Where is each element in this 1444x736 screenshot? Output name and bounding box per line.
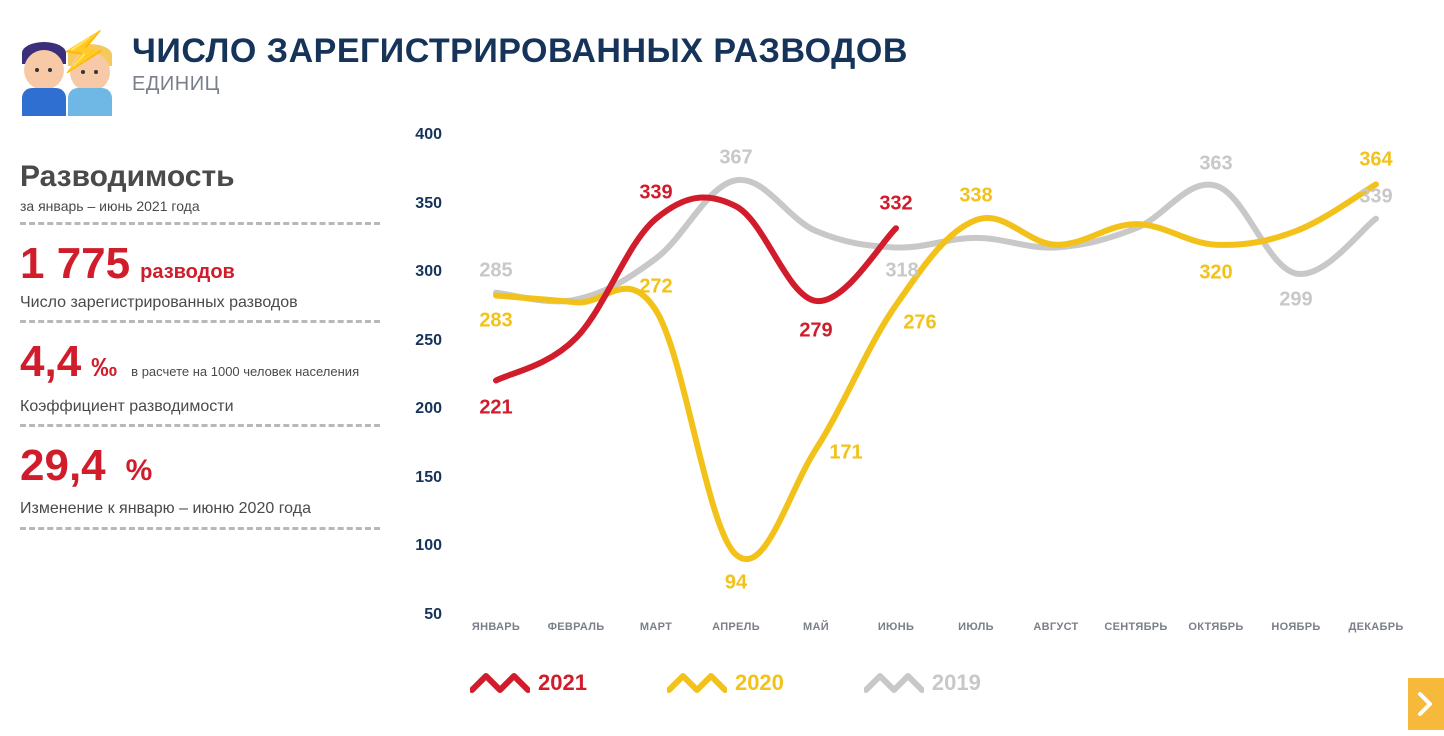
x-axis: ЯНВАРЬФЕВРАЛЬМАРТАПРЕЛЬМАЙИЮНЬИЮЛЬАВГУСТ… bbox=[456, 621, 1416, 633]
y-axis: 40035030025020015010050 bbox=[400, 135, 450, 655]
header: ⚡ ЧИСЛО ЗАРЕГИСТРИРОВАННЫХ РАЗВОДОВ ЕДИН… bbox=[20, 28, 908, 108]
y-tick-label: 250 bbox=[415, 332, 442, 350]
data-label: 318 bbox=[885, 260, 918, 283]
x-tick-label: НОЯБРЬ bbox=[1256, 621, 1336, 633]
series-line-2021 bbox=[496, 197, 896, 380]
data-label: 279 bbox=[799, 319, 832, 342]
x-tick-label: МАРТ bbox=[616, 621, 696, 633]
data-label: 339 bbox=[639, 181, 672, 204]
stat-rate-label: Коэффициент разводимости bbox=[20, 397, 380, 416]
x-tick-label: ДЕКАБРЬ bbox=[1336, 621, 1416, 633]
data-label: 338 bbox=[959, 185, 992, 208]
divider bbox=[20, 222, 380, 225]
data-label: 363 bbox=[1199, 152, 1232, 175]
x-tick-label: АВГУСТ bbox=[1016, 621, 1096, 633]
stat-divorces-desc: Число зарегистрированных разводов bbox=[20, 293, 380, 312]
sidebar-heading: Разводимость bbox=[20, 160, 380, 194]
x-tick-label: ИЮНЬ bbox=[856, 621, 936, 633]
data-label: 320 bbox=[1199, 261, 1232, 284]
data-label: 276 bbox=[903, 312, 936, 335]
stat-divorces-unit: разводов bbox=[140, 261, 235, 284]
chart-legend: 2021 2020 2019 bbox=[470, 670, 981, 696]
stat-rate-unit: ‰ bbox=[91, 352, 117, 383]
stat-rate-desc: в расчете на 1000 человек населения bbox=[131, 364, 359, 380]
data-label: 364 bbox=[1359, 149, 1392, 172]
data-label: 332 bbox=[879, 193, 912, 216]
divider bbox=[20, 424, 380, 427]
stat-change-value: 29,4 bbox=[20, 441, 106, 491]
page-subtitle: ЕДИНИЦ bbox=[132, 73, 908, 96]
data-label: 171 bbox=[829, 442, 862, 465]
y-tick-label: 300 bbox=[415, 263, 442, 281]
stat-rate-value: 4,4 bbox=[20, 337, 81, 387]
chart-plot: 285 367 318 363 299 339 283 272 94 171 276 338 320 36… bbox=[456, 135, 1416, 615]
legend-item-2019: 2019 bbox=[864, 670, 981, 696]
divorce-couple-icon: ⚡ bbox=[20, 28, 120, 108]
sidebar-period: за январь – июнь 2021 года bbox=[20, 198, 380, 214]
y-tick-label: 100 bbox=[415, 537, 442, 555]
lightning-icon: ⚡ bbox=[55, 25, 114, 81]
line-chart: 40035030025020015010050 2853673183632993… bbox=[400, 135, 1420, 655]
divider bbox=[20, 320, 380, 323]
y-tick-label: 150 bbox=[415, 469, 442, 487]
data-label: 339 bbox=[1359, 185, 1392, 208]
stats-sidebar: Разводимость за январь – июнь 2021 года … bbox=[20, 160, 380, 544]
data-label: 94 bbox=[725, 571, 747, 594]
x-tick-label: ИЮЛЬ bbox=[936, 621, 1016, 633]
x-tick-label: МАЙ bbox=[776, 621, 856, 633]
next-page-button[interactable] bbox=[1408, 678, 1444, 730]
x-tick-label: СЕНТЯБРЬ bbox=[1096, 621, 1176, 633]
divider bbox=[20, 527, 380, 530]
stat-divorces-value: 1 775 bbox=[20, 239, 130, 289]
y-tick-label: 50 bbox=[424, 606, 442, 624]
stat-change-unit: % bbox=[126, 454, 153, 488]
stat-change-desc: Изменение к январю – июню 2020 года bbox=[20, 499, 380, 518]
x-tick-label: АПРЕЛЬ bbox=[696, 621, 776, 633]
data-label: 283 bbox=[479, 310, 512, 333]
legend-swatch-icon bbox=[667, 670, 727, 696]
x-tick-label: ФЕВРАЛЬ bbox=[536, 621, 616, 633]
x-tick-label: ЯНВАРЬ bbox=[456, 621, 536, 633]
legend-label: 2020 bbox=[735, 670, 784, 696]
legend-swatch-icon bbox=[470, 670, 530, 696]
data-label: 272 bbox=[639, 275, 672, 298]
data-label: 299 bbox=[1279, 288, 1312, 311]
data-label: 367 bbox=[719, 147, 752, 170]
data-label: 285 bbox=[479, 259, 512, 282]
legend-item-2020: 2020 bbox=[667, 670, 784, 696]
series-line-2019 bbox=[496, 180, 1376, 301]
legend-item-2021: 2021 bbox=[470, 670, 587, 696]
x-tick-label: ОКТЯБРЬ bbox=[1176, 621, 1256, 633]
page-title: ЧИСЛО ЗАРЕГИСТРИРОВАННЫХ РАЗВОДОВ bbox=[132, 32, 908, 71]
chart-lines bbox=[456, 135, 1416, 615]
legend-swatch-icon bbox=[864, 670, 924, 696]
legend-label: 2019 bbox=[932, 670, 981, 696]
y-tick-label: 200 bbox=[415, 400, 442, 418]
y-tick-label: 350 bbox=[415, 195, 442, 213]
y-tick-label: 400 bbox=[415, 126, 442, 144]
legend-label: 2021 bbox=[538, 670, 587, 696]
data-label: 221 bbox=[479, 397, 512, 420]
